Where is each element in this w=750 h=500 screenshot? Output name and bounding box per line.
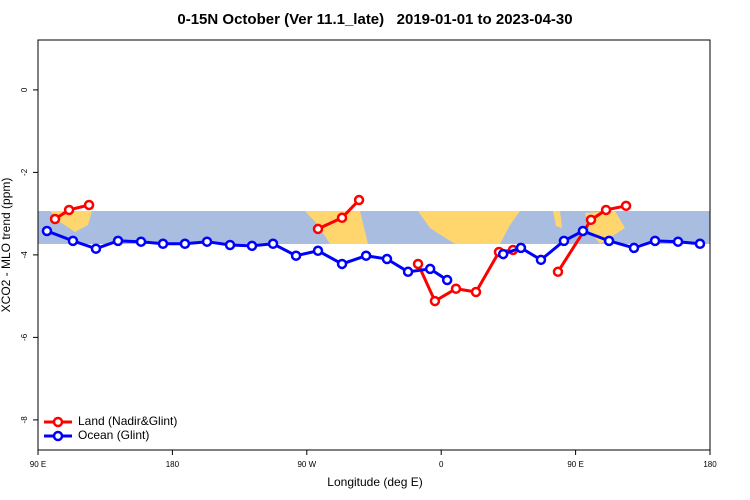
- legend-marker: [52, 430, 64, 442]
- y-tick-label: -4: [20, 251, 29, 259]
- x-tick-label: 90 W: [297, 460, 316, 469]
- y-tick-label: 0: [20, 87, 29, 92]
- x-axis-label: Longitude (deg E): [327, 475, 422, 489]
- data-point: [63, 204, 75, 216]
- data-point: [179, 238, 191, 250]
- data-point: [585, 214, 597, 226]
- data-point: [672, 236, 684, 247]
- data-point: [336, 258, 348, 270]
- data-point: [600, 204, 612, 216]
- data-point: [336, 212, 348, 224]
- x-tick-label: 180: [166, 460, 180, 469]
- legend-marker: [52, 416, 64, 428]
- land-shape: [418, 211, 520, 244]
- data-point: [67, 235, 79, 247]
- data-point: [412, 258, 424, 270]
- data-point: [49, 213, 61, 225]
- data-point: [649, 235, 661, 247]
- data-point: [424, 263, 436, 275]
- legend-label: Ocean (Glint): [78, 428, 149, 442]
- data-point: [312, 223, 324, 235]
- data-point: [267, 238, 279, 250]
- data-point: [628, 242, 640, 254]
- data-point: [135, 236, 147, 247]
- data-point: [535, 254, 547, 266]
- data-point: [201, 236, 213, 247]
- data-point: [224, 239, 236, 251]
- data-point: [353, 194, 365, 206]
- data-point: [558, 235, 570, 247]
- data-point: [312, 245, 324, 257]
- chart-title: 0-15N October (Ver 11.1_late) 2019-01-01…: [177, 11, 572, 28]
- legend-label: Land (Nadir&Glint): [78, 414, 177, 428]
- data-point: [694, 238, 706, 250]
- data-point: [552, 266, 564, 278]
- data-point: [429, 295, 441, 307]
- data-point: [515, 242, 527, 254]
- data-point: [41, 225, 53, 237]
- data-point: [577, 225, 589, 237]
- data-point: [246, 240, 258, 252]
- data-point: [402, 266, 414, 278]
- data-point: [83, 199, 95, 211]
- data-point: [112, 235, 124, 247]
- x-tick-label: 180: [703, 460, 717, 469]
- data-point: [470, 286, 482, 298]
- data-point: [381, 253, 393, 265]
- data-point: [360, 250, 372, 261]
- data-point: [290, 250, 302, 261]
- y-tick-label: -2: [20, 168, 29, 176]
- y-tick-label: -6: [20, 333, 29, 341]
- data-point: [603, 235, 615, 247]
- land-shape: [305, 211, 368, 244]
- plot-frame: [37, 39, 711, 451]
- x-tick-label: 90 E: [30, 460, 46, 469]
- y-axis-label: XCO2 - MLO trend (ppm): [0, 178, 13, 313]
- data-point: [157, 238, 169, 250]
- data-point: [620, 200, 632, 212]
- y-tick-label: -8: [20, 416, 29, 424]
- data-point: [90, 243, 102, 254]
- x-tick-label: 90 E: [567, 460, 583, 469]
- land-shape: [553, 211, 562, 228]
- x-tick-label: 0: [439, 460, 444, 469]
- data-point: [497, 248, 509, 260]
- data-point: [450, 283, 462, 294]
- data-point: [441, 274, 453, 286]
